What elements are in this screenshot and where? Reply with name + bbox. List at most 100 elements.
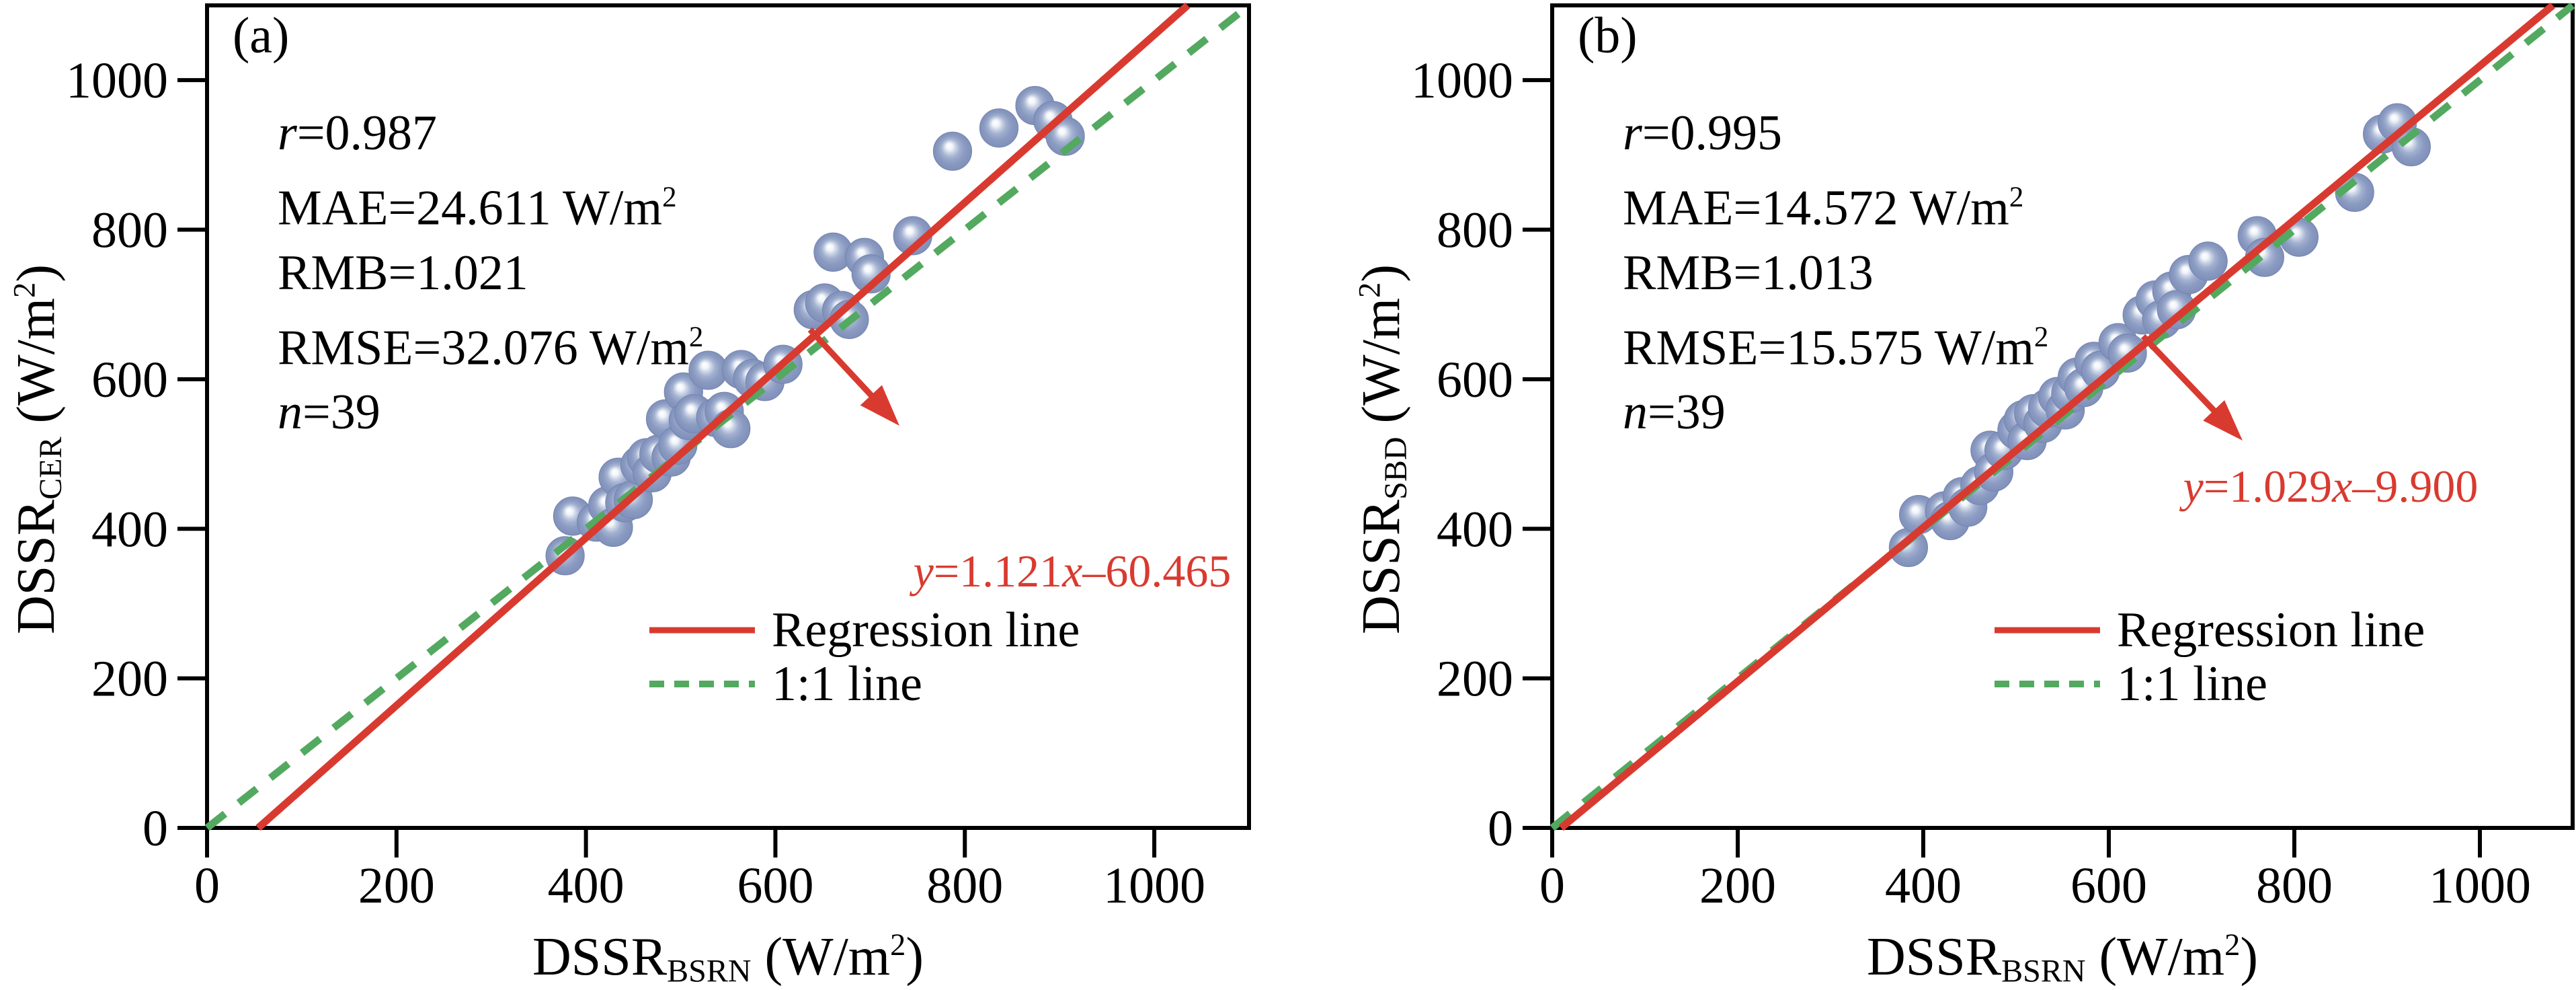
text-segment: =1.029 bbox=[2203, 461, 2333, 512]
text-segment: (W/m bbox=[1352, 297, 1412, 437]
scatter-point bbox=[979, 108, 1019, 148]
text-segment: y bbox=[2183, 461, 2204, 512]
x-tick-label: 1000 bbox=[1103, 858, 1205, 914]
panel-b-regression-equation: y=1.029x–9.900 bbox=[2183, 460, 2479, 513]
text-segment: r bbox=[1623, 106, 1642, 161]
stats-line: RMSE=15.575 W/m2 bbox=[1623, 305, 2048, 381]
axis-ticks: 0 200 400 600 800 1000 0 200 400 600 800 1000 bbox=[1411, 52, 2531, 914]
panel-b-x-axis-title: DSSRBSRN (W/m2) bbox=[1867, 927, 2258, 990]
text-segment: DSSR bbox=[1352, 499, 1412, 634]
x-tick-label: 800 bbox=[926, 858, 1003, 914]
panel-b-tag: (b) bbox=[1578, 7, 1638, 64]
x-tick-label: 0 bbox=[194, 858, 220, 914]
panel-a-chart: 0 200 400 600 800 1000 0 200 400 600 800 1000 Regres… bbox=[66, 2, 1252, 914]
panel-a: 0 200 400 600 800 1000 0 200 400 600 800 1000 Regres… bbox=[0, 0, 1288, 989]
scatter-point bbox=[2188, 241, 2228, 281]
y-tick-label: 1000 bbox=[1411, 52, 1513, 109]
panel-b-y-axis-title: DSSRSBD (W/m2) bbox=[1351, 264, 1414, 634]
x-tick-label: 600 bbox=[2070, 858, 2147, 914]
text-segment: RMSE=32.076 W/m bbox=[278, 320, 689, 376]
panel-a-tag: (a) bbox=[233, 7, 290, 64]
y-tick-label: 600 bbox=[1437, 352, 1513, 408]
panel-a-stats-block: r=0.987 MAE=24.611 W/m2 RMB=1.021 RMSE=32.0… bbox=[278, 101, 703, 445]
text-segment: MAE=24.611 W/m bbox=[278, 180, 663, 236]
text-segment: n bbox=[278, 385, 303, 441]
text-segment: RMSE=15.575 W/m bbox=[1623, 320, 2034, 376]
text-segment: x bbox=[1062, 545, 1083, 597]
x-tick-label: 600 bbox=[737, 858, 813, 914]
panel-b: 0 200 400 600 800 1000 0 200 400 600 800 1000 Regres… bbox=[1288, 0, 2576, 989]
text-segment: –60.465 bbox=[1082, 545, 1232, 597]
legend-one-to-one-label: 1:1 line bbox=[2117, 656, 2267, 712]
stats-line: r=0.995 bbox=[1623, 101, 2048, 165]
text-segment: DSSR bbox=[1867, 927, 2002, 987]
y-tick-label: 400 bbox=[91, 501, 168, 558]
stats-line: RMB=1.013 bbox=[1623, 241, 2048, 305]
y-tick-label: 1000 bbox=[66, 52, 168, 109]
stats-line: MAE=24.611 W/m2 bbox=[278, 165, 703, 241]
x-tick-label: 0 bbox=[1539, 858, 1565, 914]
text-segment: r bbox=[278, 106, 297, 161]
y-tick-label: 600 bbox=[91, 352, 168, 408]
text-segment: RMB=1.013 bbox=[1623, 245, 1874, 301]
y-tick-label: 0 bbox=[1488, 800, 1513, 857]
text-segment: ) bbox=[1352, 264, 1412, 282]
stats-line: MAE=14.572 W/m2 bbox=[1623, 165, 2048, 241]
text-segment: BSRN bbox=[2001, 953, 2086, 989]
text-segment: –9.900 bbox=[2352, 461, 2479, 512]
stats-line: RMB=1.021 bbox=[278, 241, 703, 305]
text-segment: ) bbox=[7, 264, 67, 282]
text-segment: 2 bbox=[662, 182, 677, 213]
text-segment: 2 bbox=[2224, 928, 2241, 963]
text-segment: MAE=14.572 W/m bbox=[1623, 180, 2009, 236]
x-tick-label: 800 bbox=[2256, 858, 2333, 914]
text-segment: BSRN bbox=[667, 953, 752, 989]
stats-line: n=39 bbox=[278, 380, 703, 445]
text-segment: 2 bbox=[2009, 182, 2024, 213]
text-segment: CER bbox=[32, 436, 69, 500]
stats-line: n=39 bbox=[1623, 380, 2048, 445]
text-segment: =0.987 bbox=[296, 106, 438, 161]
text-segment: (W/m bbox=[2085, 927, 2225, 987]
regression-line bbox=[1558, 2, 2556, 831]
y-tick-label: 800 bbox=[91, 202, 168, 259]
x-tick-label: 200 bbox=[1699, 858, 1776, 914]
text-segment: DSSR bbox=[532, 927, 668, 987]
text-segment: =0.995 bbox=[1642, 106, 1783, 161]
x-tick-label: 400 bbox=[1885, 858, 1962, 914]
panel-b-stats-block: r=0.995 MAE=14.572 W/m2 RMB=1.013 RMSE=15.5… bbox=[1623, 101, 2048, 445]
text-segment: =39 bbox=[303, 385, 380, 441]
axis-ticks: 0 200 400 600 800 1000 0 200 400 600 800 1000 bbox=[66, 52, 1205, 914]
panel-a-regression-equation: y=1.121x–60.465 bbox=[914, 545, 1232, 598]
text-segment: (W/m bbox=[7, 297, 67, 437]
y-tick-label: 200 bbox=[91, 651, 168, 708]
text-segment: 2 bbox=[890, 928, 906, 963]
text-segment: SBD bbox=[1377, 436, 1414, 500]
text-segment: n bbox=[1623, 385, 1648, 441]
y-tick-label: 800 bbox=[1437, 202, 1513, 259]
text-segment: 2 bbox=[7, 282, 42, 298]
x-tick-label: 1000 bbox=[2429, 858, 2531, 914]
text-segment: RMB=1.021 bbox=[278, 245, 528, 301]
legend-one-to-one-label: 1:1 line bbox=[772, 656, 922, 712]
text-segment: x bbox=[2332, 461, 2353, 512]
text-segment: 2 bbox=[688, 321, 704, 353]
legend-regression-label: Regression line bbox=[772, 603, 1080, 658]
text-segment: ) bbox=[905, 927, 924, 987]
text-segment: ) bbox=[2240, 927, 2258, 987]
y-tick-label: 400 bbox=[1437, 501, 1513, 558]
text-segment: y bbox=[913, 545, 934, 597]
text-segment: 2 bbox=[2034, 321, 2049, 353]
legend-regression-label: Regression line bbox=[2117, 603, 2425, 658]
text-segment: (W/m bbox=[751, 927, 891, 987]
y-tick-label: 0 bbox=[143, 800, 168, 857]
text-segment: DSSR bbox=[7, 499, 67, 634]
regression-line bbox=[255, 2, 1191, 831]
annotation-arrowhead bbox=[860, 385, 899, 426]
annotation-arrowhead bbox=[2203, 399, 2243, 441]
panel-b-chart: 0 200 400 600 800 1000 0 200 400 600 800 1000 Regres… bbox=[1411, 2, 2575, 914]
x-tick-label: 200 bbox=[358, 858, 435, 914]
panel-a-y-axis-title: DSSRCER (W/m2) bbox=[6, 264, 69, 634]
